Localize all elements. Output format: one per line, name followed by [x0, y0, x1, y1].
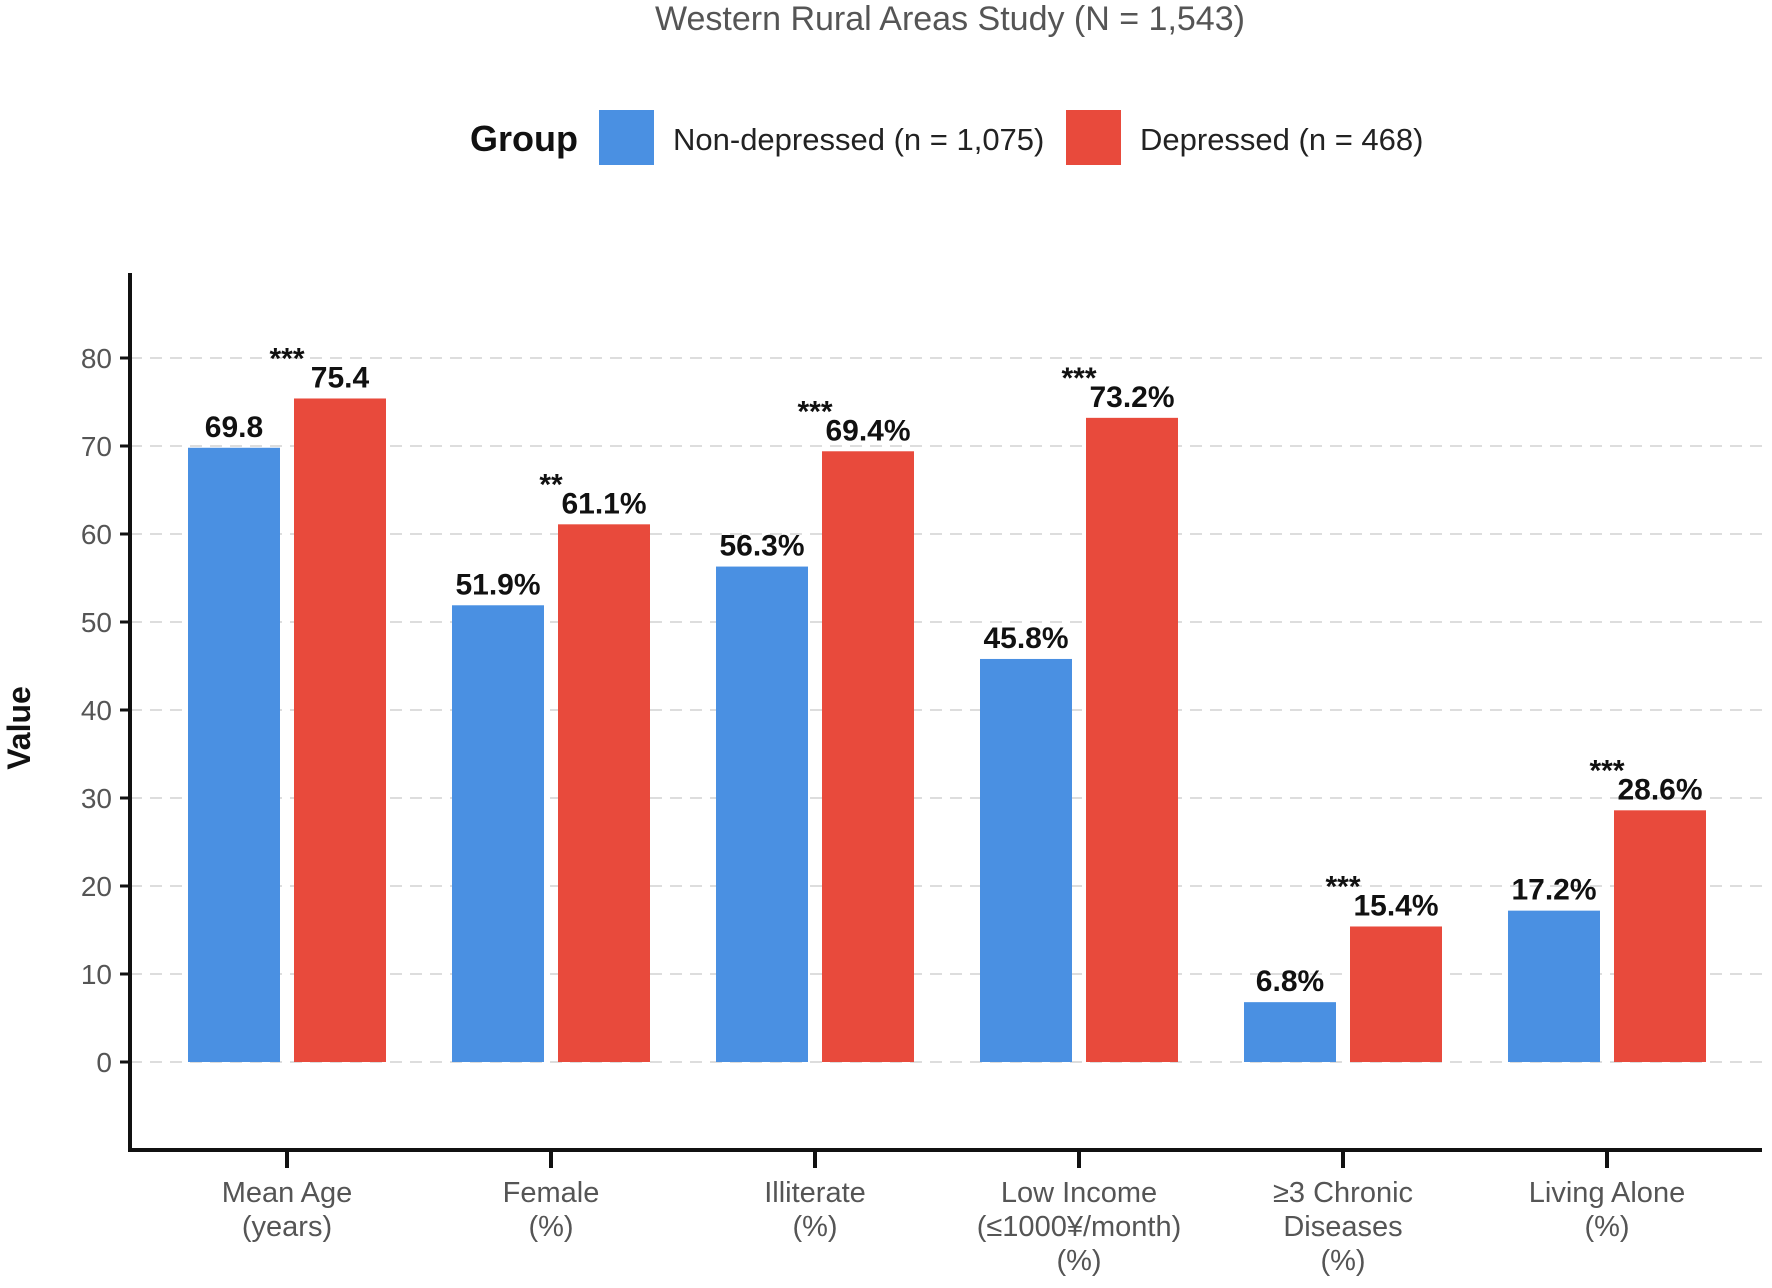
y-tick-label: 70: [81, 431, 112, 462]
bar: [558, 524, 650, 1062]
grid: [130, 357, 1762, 1063]
data-label: 61.1%: [561, 487, 646, 520]
bar: [1244, 1002, 1336, 1062]
x-tick-label: ≥3 Chronic Diseases (%): [1273, 1177, 1413, 1277]
y-tick-label: 50: [81, 607, 112, 638]
bar: [716, 566, 808, 1062]
legend: Group Non-depressed (n = 1,075) Depresse…: [470, 110, 1423, 165]
chart-title: Western Rural Areas Study (N = 1,543): [655, 0, 1245, 38]
y-tick-label: 40: [81, 695, 112, 726]
x-tick-label: Illiterate (%): [764, 1177, 866, 1243]
y-tick-label: 80: [81, 343, 112, 374]
significance-label: ***: [1061, 362, 1096, 395]
bar: [188, 447, 280, 1062]
x-tick-label: Female (%): [503, 1177, 600, 1243]
data-label: 69.4%: [825, 414, 910, 447]
y-tick-label: 20: [81, 871, 112, 902]
bar: [822, 451, 914, 1062]
legend-title: Group: [470, 118, 578, 159]
x-tick-label: Mean Age (years): [222, 1177, 353, 1243]
bar: [980, 658, 1072, 1062]
data-label: 73.2%: [1089, 381, 1174, 414]
y-tick-label: 30: [81, 783, 112, 814]
significance-label: **: [539, 468, 563, 501]
bar: [452, 605, 544, 1062]
data-label: 17.2%: [1511, 874, 1596, 907]
legend-swatch-non-depressed: [599, 110, 654, 165]
y-tick-label: 60: [81, 519, 112, 550]
significance-label: ***: [1589, 754, 1624, 787]
data-label: 45.8%: [983, 622, 1068, 655]
bar: [1350, 926, 1442, 1062]
legend-swatch-depressed: [1066, 110, 1121, 165]
significance-label: ***: [269, 342, 304, 375]
bar: [1614, 810, 1706, 1062]
data-label: 69.8: [205, 411, 263, 444]
bars: [188, 398, 1706, 1063]
legend-label-non-depressed: Non-depressed (n = 1,075): [673, 122, 1044, 157]
y-tick-label: 0: [96, 1047, 112, 1078]
axes: 0 10 20 30 40 50 60 70 80 Mean Age (years) Female (%…: [81, 273, 1762, 1277]
x-tick-label: Low Income (≤1000¥/month) (%): [977, 1177, 1182, 1277]
legend-label-depressed: Depressed (n = 468): [1140, 122, 1423, 157]
x-tick-label: Living Alone (%): [1529, 1177, 1685, 1243]
data-label: 75.4: [311, 361, 370, 394]
data-labels: 69.875.4***51.9%61.1%**56.3%69.4%***45.8…: [205, 342, 1703, 998]
data-label: 51.9%: [455, 568, 540, 601]
data-label: 56.3%: [719, 530, 804, 563]
significance-label: ***: [797, 395, 832, 428]
bar: [1086, 417, 1178, 1063]
bar: [294, 398, 386, 1063]
bar: [1508, 910, 1600, 1062]
data-label: 15.4%: [1353, 889, 1438, 922]
significance-label: ***: [1325, 870, 1360, 903]
y-axis-label: Value: [1, 686, 37, 770]
y-tick-label: 10: [81, 959, 112, 990]
data-label: 28.6%: [1617, 773, 1702, 806]
data-label: 6.8%: [1256, 965, 1324, 998]
